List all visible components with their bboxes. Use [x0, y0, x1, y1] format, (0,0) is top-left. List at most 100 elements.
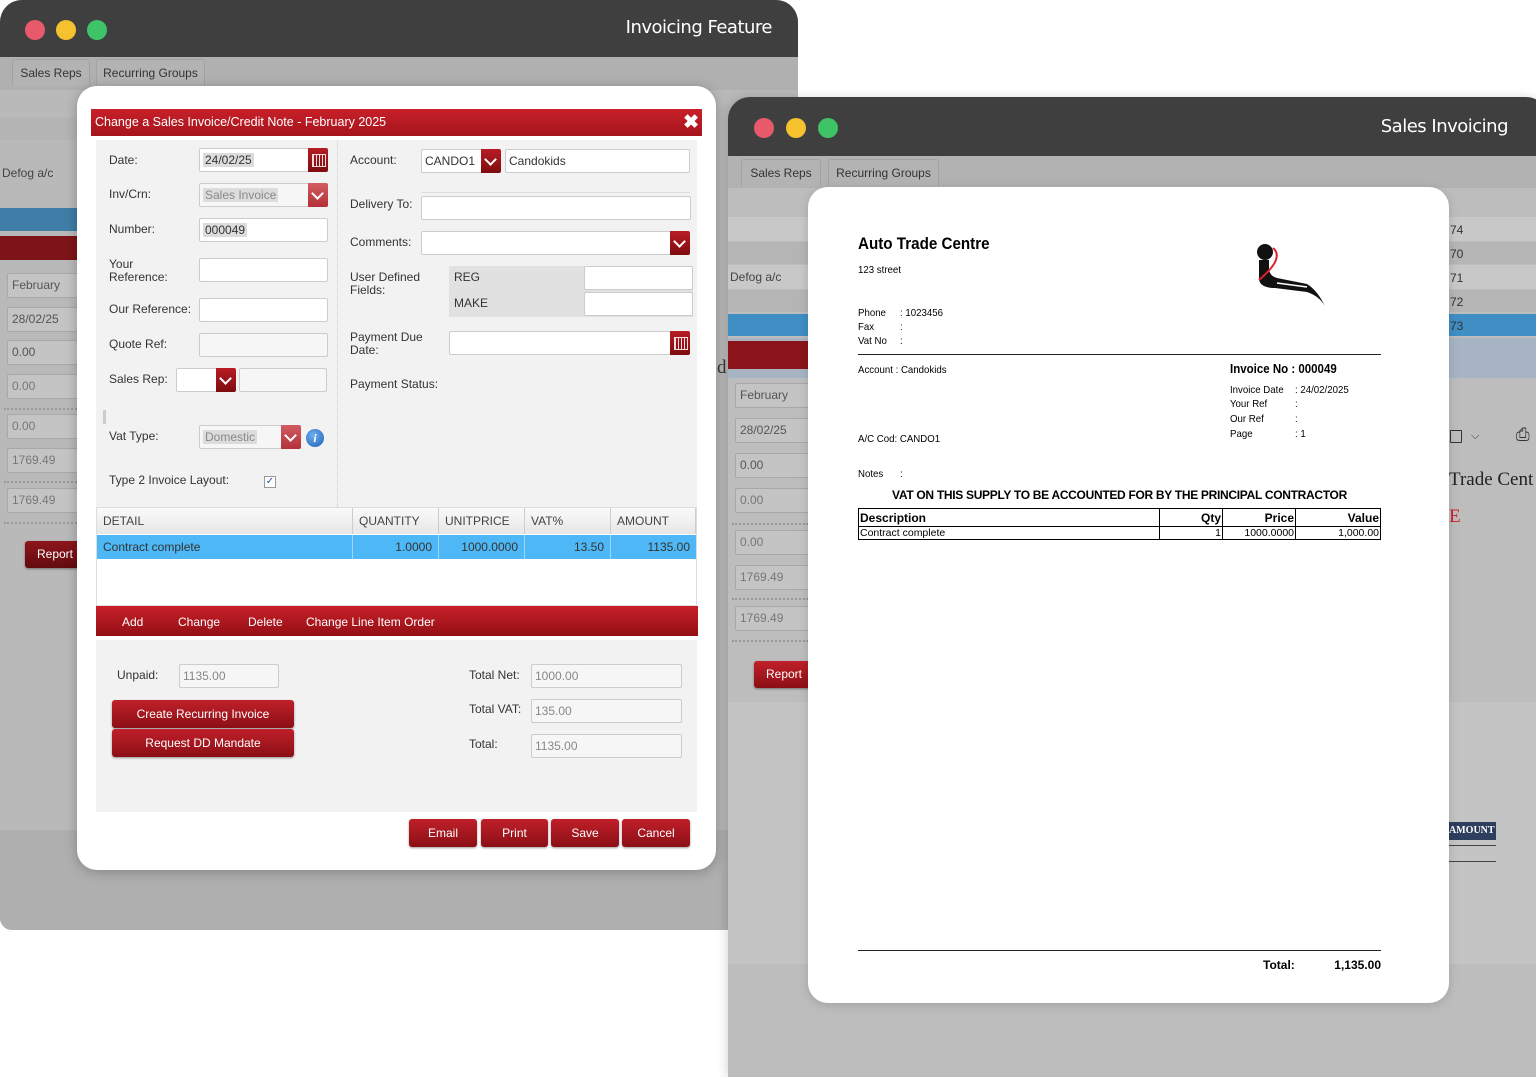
amount-field[interactable]: 0.00	[7, 414, 87, 439]
date-input[interactable]: 24/02/25	[199, 148, 309, 172]
preview-company-text: Trade Cent	[1449, 469, 1534, 490]
window-title: Sales Invoicing	[1380, 116, 1509, 137]
delivery-to-input[interactable]	[421, 196, 691, 220]
vat-type-select[interactable]: Domestic	[199, 425, 282, 449]
chevron-down-icon[interactable]: ⌵	[1471, 430, 1480, 442]
total-net-label: Total Net:	[469, 668, 520, 682]
chevron-down-icon[interactable]	[481, 149, 501, 173]
phone-label: Phone	[858, 307, 886, 319]
account-code-select[interactable]: CANDO1	[421, 149, 483, 173]
udf-make-input[interactable]	[584, 292, 693, 316]
table-row[interactable]	[97, 535, 696, 559]
change-button[interactable]: Change	[178, 615, 221, 629]
chevron-down-icon[interactable]	[670, 231, 690, 255]
total-label: Total:	[469, 737, 498, 751]
ac-code-line: A/C Cod: CANDO1	[858, 433, 941, 445]
comments-label: Comments:	[350, 235, 412, 249]
cancel-button[interactable]: Cancel	[622, 819, 690, 847]
udf-reg-input[interactable]	[584, 266, 693, 290]
date-field[interactable]: 28/02/25	[7, 307, 87, 332]
save-button[interactable]: Save	[551, 819, 619, 847]
report-button[interactable]: Report	[754, 661, 814, 688]
cell-unitprice: 1000.0000	[439, 535, 525, 559]
sales-rep-name	[239, 368, 327, 392]
amount-field[interactable]: 0.00	[735, 453, 815, 478]
account-name-input[interactable]: Candokids	[505, 149, 690, 173]
print-button[interactable]: Print	[481, 819, 548, 847]
date-field[interactable]: 28/02/25	[735, 418, 815, 443]
amount-field[interactable]: 0.00	[735, 488, 815, 513]
column-header-vat[interactable]: VAT%	[525, 508, 611, 534]
amount-field[interactable]: 1769.49	[7, 448, 87, 473]
invcrn-select[interactable]: Sales Invoice	[199, 183, 309, 207]
payment-due-date-input[interactable]	[449, 331, 671, 355]
sales-rep-select[interactable]	[176, 368, 218, 392]
comments-select[interactable]	[421, 231, 671, 255]
info-icon[interactable]: i	[306, 429, 324, 447]
total-input: 1135.00	[531, 734, 682, 758]
column-header-unitprice[interactable]: UNITPRICE	[439, 508, 525, 534]
month-field[interactable]: February	[7, 273, 87, 298]
chevron-down-icon[interactable]	[308, 183, 328, 207]
delete-button[interactable]: Delete	[248, 615, 283, 629]
amount-field[interactable]: 0.00	[7, 374, 87, 399]
amount-field[interactable]: 1769.49	[735, 565, 815, 590]
payment-status-label: Payment Status:	[350, 377, 439, 391]
calendar-icon[interactable]	[308, 148, 328, 172]
email-button[interactable]: Email	[409, 819, 477, 847]
row-number: 74	[1450, 223, 1464, 237]
printer-icon[interactable]: ⎙	[1516, 425, 1530, 444]
column-header-amount[interactable]: AMOUNT	[611, 508, 696, 534]
amount-field[interactable]: 0.00	[735, 530, 815, 555]
invoice-total-label: Total:	[1263, 958, 1295, 972]
month-field[interactable]: February	[735, 383, 815, 408]
type2-layout-checkbox[interactable]: ✓	[264, 476, 276, 488]
column-header-quantity[interactable]: QUANTITY	[353, 508, 439, 534]
tab-sales-reps[interactable]: Sales Reps	[741, 159, 821, 186]
row-number: 70	[1450, 247, 1464, 261]
chevron-down-icon[interactable]	[216, 368, 236, 392]
amount-field[interactable]: 1769.49	[735, 606, 815, 631]
our-ref-label: Our Ref	[1230, 413, 1264, 425]
preview-amount-header: AMOUNT	[1449, 822, 1496, 840]
minimize-window-button[interactable]	[56, 20, 76, 40]
company-name: Auto Trade Centre	[858, 235, 990, 253]
create-recurring-invoice-button[interactable]: Create Recurring Invoice	[112, 700, 294, 728]
invoice-total-value: 1,135.00	[1334, 958, 1381, 972]
amount-field[interactable]: 0.00	[7, 340, 87, 365]
your-ref-label: Your Ref	[1230, 398, 1268, 410]
tab-recurring-groups[interactable]: Recurring Groups	[96, 59, 205, 86]
minimize-window-button[interactable]	[786, 118, 806, 138]
your-reference-input[interactable]	[199, 258, 328, 282]
maximize-window-button[interactable]	[818, 118, 838, 138]
account-label: Defog a/c	[2, 166, 54, 180]
close-window-button[interactable]	[754, 118, 774, 138]
notes-value: :	[900, 468, 903, 480]
our-reference-input[interactable]	[199, 298, 328, 322]
quote-ref-input[interactable]	[199, 333, 328, 357]
invoice-date-label: Invoice Date	[1230, 384, 1284, 396]
number-label: Number:	[109, 222, 156, 236]
maximize-window-button[interactable]	[87, 20, 107, 40]
report-button[interactable]: Report	[25, 541, 85, 568]
tab-recurring-groups[interactable]: Recurring Groups	[828, 159, 939, 186]
row-number: 71	[1450, 271, 1464, 285]
line-item-toolbar	[96, 606, 698, 636]
header-price: Price	[1222, 508, 1296, 527]
invoice-preview	[808, 187, 1449, 1003]
chevron-down-icon[interactable]	[281, 425, 301, 449]
column-header-detail[interactable]: DETAIL	[97, 508, 353, 534]
amount-field[interactable]: 1769.49	[7, 488, 87, 513]
number-input[interactable]: 000049	[199, 218, 328, 242]
request-dd-mandate-button[interactable]: Request DD Mandate	[112, 729, 294, 757]
delivery-to-label: Delivery To:	[350, 197, 413, 211]
total-vat-input: 135.00	[531, 699, 682, 723]
tab-sales-reps[interactable]: Sales Reps	[12, 59, 90, 86]
save-icon[interactable]	[1450, 430, 1462, 443]
change-line-item-order-button[interactable]: Change Line Item Order	[306, 615, 435, 629]
add-button[interactable]: Add	[122, 615, 144, 629]
red-header	[728, 341, 808, 369]
calendar-icon[interactable]	[670, 331, 690, 355]
close-window-button[interactable]	[25, 20, 45, 40]
close-icon[interactable]: ✖	[683, 112, 699, 133]
